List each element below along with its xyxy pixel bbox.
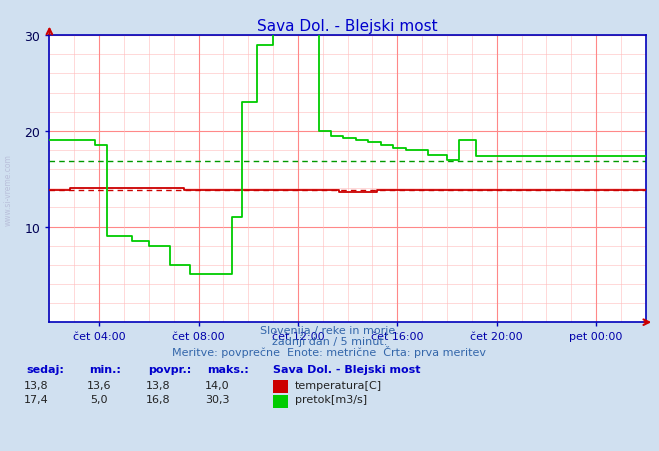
Text: 13,8: 13,8 [24,380,49,390]
Text: 16,8: 16,8 [146,394,171,404]
Text: 13,8: 13,8 [146,380,171,390]
Text: www.si-vreme.com: www.si-vreme.com [4,153,13,226]
Text: 13,6: 13,6 [86,380,111,390]
Text: povpr.:: povpr.: [148,364,192,374]
Text: min.:: min.: [89,364,121,374]
Text: sedaj:: sedaj: [26,364,64,374]
Text: Meritve: povprečne  Enote: metrične  Črta: prva meritev: Meritve: povprečne Enote: metrične Črta:… [173,345,486,357]
Text: zadnji dan / 5 minut.: zadnji dan / 5 minut. [272,336,387,346]
Text: 30,3: 30,3 [205,394,230,404]
Text: maks.:: maks.: [208,364,249,374]
Text: Slovenija / reke in morje.: Slovenija / reke in morje. [260,325,399,335]
Text: 5,0: 5,0 [90,394,107,404]
Text: 17,4: 17,4 [24,394,49,404]
Text: Sava Dol. - Blejski most: Sava Dol. - Blejski most [273,364,421,374]
Text: pretok[m3/s]: pretok[m3/s] [295,394,366,404]
Text: 14,0: 14,0 [205,380,230,390]
Title: Sava Dol. - Blejski most: Sava Dol. - Blejski most [257,18,438,33]
Text: temperatura[C]: temperatura[C] [295,380,382,390]
